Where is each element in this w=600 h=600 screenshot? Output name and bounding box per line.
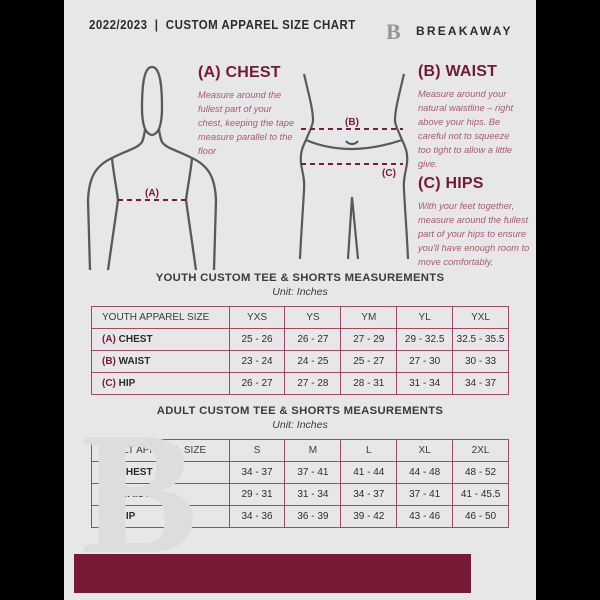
svg-text:(C): (C) xyxy=(382,168,396,179)
svg-text:(B): (B) xyxy=(345,117,359,128)
